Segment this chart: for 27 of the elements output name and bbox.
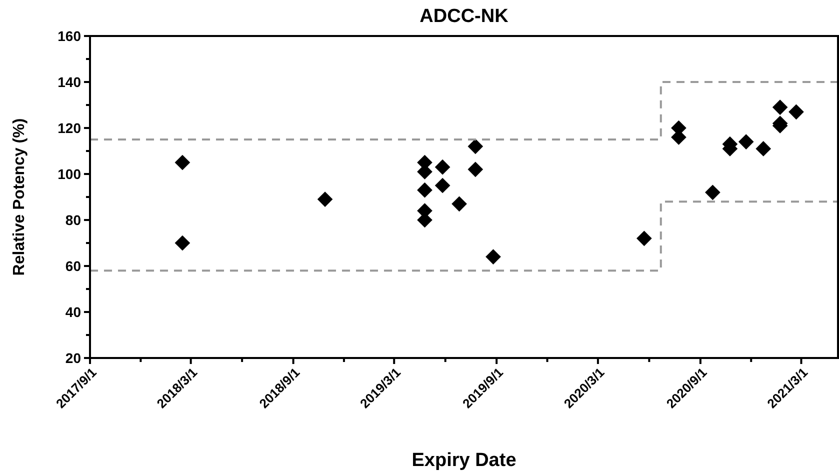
point xyxy=(174,154,190,170)
y-tick-label: 40 xyxy=(65,304,82,320)
y-tick-label: 140 xyxy=(58,74,82,90)
y-tick-label: 160 xyxy=(58,28,82,44)
y-tick-label: 120 xyxy=(58,120,82,136)
point xyxy=(788,104,804,120)
y-tick-label: 80 xyxy=(65,212,82,228)
point xyxy=(738,134,754,150)
point xyxy=(434,178,450,194)
point xyxy=(174,235,190,251)
point xyxy=(434,159,450,175)
point xyxy=(486,249,501,264)
point xyxy=(452,196,467,212)
y-tick-label: 20 xyxy=(65,350,82,366)
point xyxy=(636,230,652,246)
point xyxy=(468,138,484,154)
chart-title: ADCC-NK xyxy=(420,6,509,27)
y-tick-label: 60 xyxy=(65,258,82,274)
point xyxy=(468,162,484,178)
point xyxy=(417,182,432,198)
point xyxy=(705,184,720,200)
y-tick-label: 100 xyxy=(58,166,82,182)
x-axis-title: Expiry Date xyxy=(412,450,516,471)
point xyxy=(772,100,788,115)
point xyxy=(756,141,772,156)
point xyxy=(317,192,333,207)
y-axis-title: Relative Potency (%) xyxy=(11,118,28,276)
